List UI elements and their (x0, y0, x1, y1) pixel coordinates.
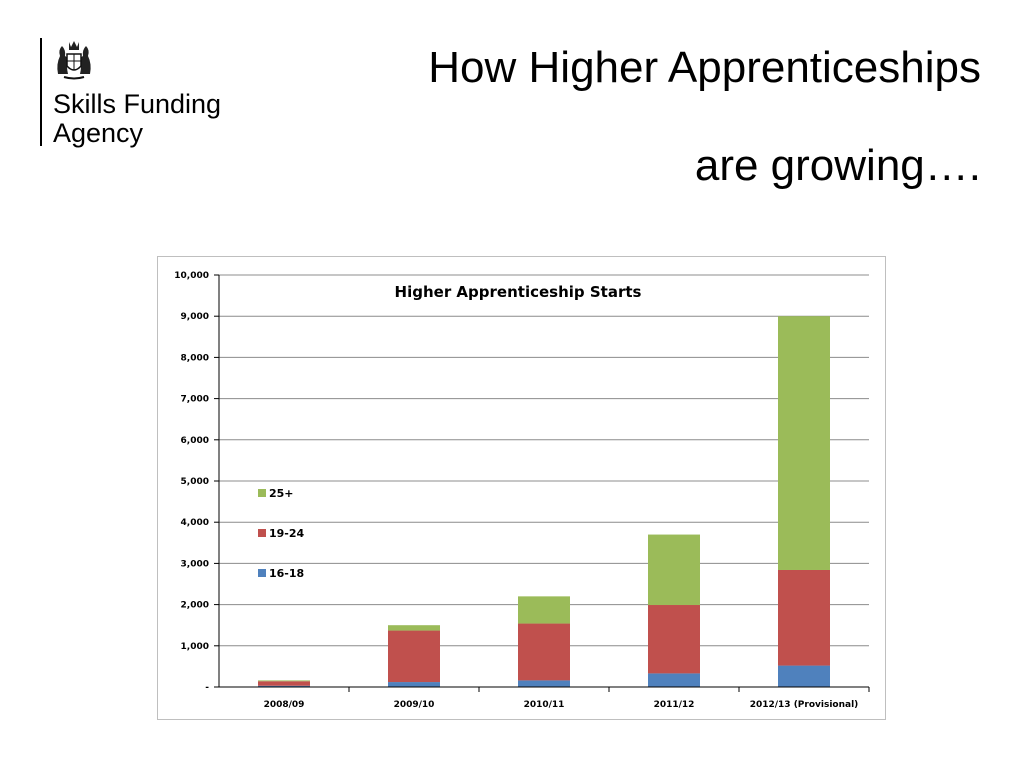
legend-swatch-1618 (258, 569, 266, 577)
stacked-bar-chart: - 1,000 2,000 3,000 4,000 5,000 6,000 7,000 8,00… (174, 271, 870, 710)
legend-swatch-25 (258, 489, 266, 497)
agency-logo: Skills Funding Agency (40, 36, 260, 148)
y-tick-label: 6,000 (181, 436, 209, 446)
bar-25-200809 (258, 680, 310, 682)
y-tick-label: 4,000 (181, 518, 209, 528)
bar-1924-201213Provisional (778, 569, 830, 666)
bar-25-201213Provisional (778, 316, 830, 570)
logo-divider (40, 38, 42, 146)
legend-label-25: 25+ (269, 487, 294, 500)
bar-1924-200809 (258, 681, 310, 686)
bar-1924-201011 (518, 623, 570, 681)
bar-1618-200809 (258, 685, 310, 687)
bar-1618-201213Provisional (778, 665, 830, 687)
legend-label-1924: 19-24 (269, 527, 305, 540)
y-tick-label: - (205, 683, 209, 693)
royal-crest-icon (57, 41, 91, 80)
bar-25-201011 (518, 596, 570, 624)
logo-text-line2: Agency (53, 118, 144, 148)
slide-title: How Higher Apprenticeships are growing…. (428, 42, 981, 192)
y-tick-label: 8,000 (181, 353, 209, 363)
bar-1618-201011 (518, 680, 570, 687)
bar-1618-201112 (648, 673, 700, 687)
legend-label-1618: 16-18 (269, 567, 304, 580)
legend-swatch-1924 (258, 529, 266, 537)
x-tick-label: 2011/12 (654, 700, 695, 710)
y-tick-label: 1,000 (181, 642, 209, 652)
bar-1924-201112 (648, 605, 700, 674)
y-tick-label: 2,000 (181, 601, 209, 611)
x-tick-label: 2012/13 (Provisional) (750, 700, 859, 710)
y-tick-label: 3,000 (181, 559, 209, 569)
x-tick-label: 2010/11 (524, 700, 565, 710)
chart-title: Higher Apprenticeship Starts (395, 283, 642, 301)
bar-1618-200910 (388, 682, 440, 687)
bar-1924-200910 (388, 630, 440, 683)
x-tick-label: 2008/09 (264, 700, 305, 710)
chart-container: - 1,000 2,000 3,000 4,000 5,000 6,000 7,000 8,00… (157, 256, 886, 720)
y-tick-label: 5,000 (181, 477, 209, 487)
slide-title-line1: How Higher Apprenticeships (428, 43, 981, 92)
bar-25-201112 (648, 534, 700, 606)
x-tick-label: 2009/10 (394, 700, 435, 710)
logo-text-line1: Skills Funding (53, 89, 222, 119)
y-tick-label: 7,000 (181, 395, 209, 405)
y-tick-label: 9,000 (181, 312, 209, 322)
y-tick-label: 10,000 (174, 271, 209, 281)
bar-25-200910 (388, 625, 440, 631)
slide-title-line2: are growing…. (694, 141, 981, 190)
